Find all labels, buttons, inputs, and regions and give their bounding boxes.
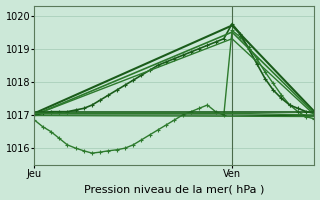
X-axis label: Pression niveau de la mer( hPa ): Pression niveau de la mer( hPa ): [84, 184, 265, 194]
